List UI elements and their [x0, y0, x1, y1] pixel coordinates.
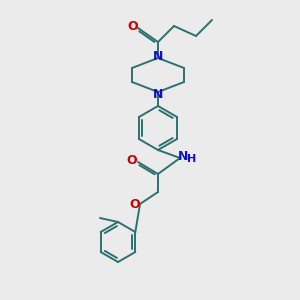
- Text: N: N: [153, 88, 163, 101]
- Text: N: N: [178, 151, 188, 164]
- Text: N: N: [153, 50, 163, 62]
- Text: O: O: [127, 154, 137, 166]
- Text: H: H: [188, 154, 196, 164]
- Text: O: O: [128, 20, 138, 32]
- Text: O: O: [130, 199, 140, 212]
